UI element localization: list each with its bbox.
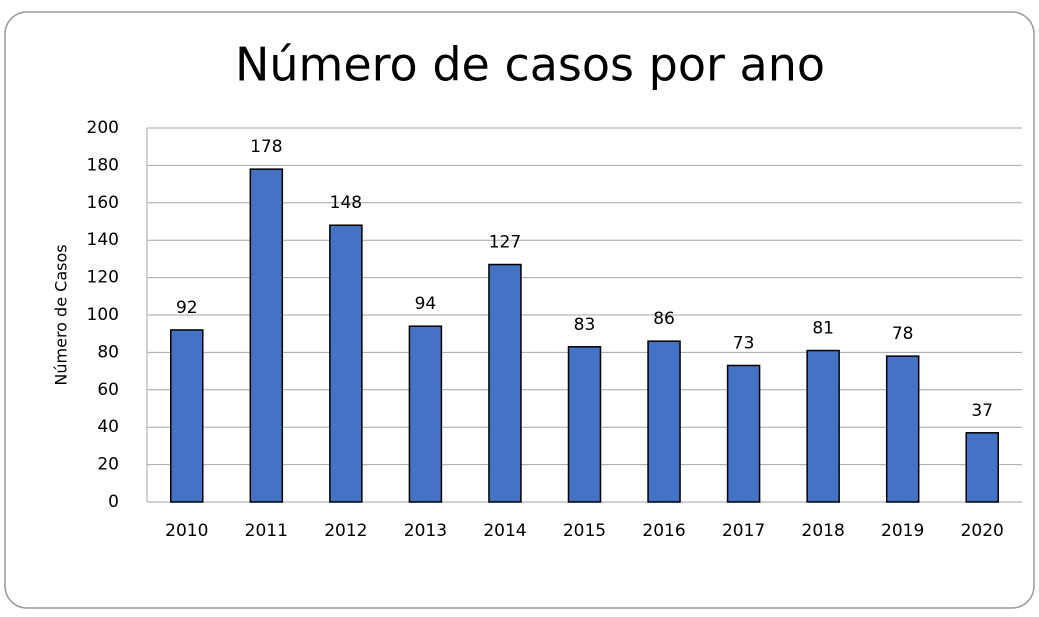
- y-axis-label: Número de Casos: [52, 244, 71, 385]
- bar: [408, 325, 443, 503]
- bar: [329, 224, 363, 503]
- bar: [885, 355, 920, 503]
- data-label: 83: [574, 315, 596, 335]
- bar: [567, 346, 602, 503]
- bar: [647, 340, 681, 503]
- x-tick-label: 2014: [483, 521, 526, 541]
- data-label: 148: [330, 193, 362, 213]
- y-tick-label: 200: [87, 118, 119, 138]
- y-tick-label: 0: [108, 492, 119, 512]
- x-tick-label: 2011: [245, 521, 288, 541]
- y-tick-label: 140: [87, 230, 119, 250]
- y-tick-label: 20: [97, 455, 119, 475]
- x-tick-label: 2016: [642, 521, 685, 541]
- y-tick-label: 40: [97, 417, 119, 437]
- bar: [488, 263, 522, 503]
- x-tick-label: 2018: [802, 521, 845, 541]
- bar: [726, 364, 761, 503]
- y-tick-label: 180: [87, 155, 119, 175]
- y-tick-label: 120: [87, 268, 119, 288]
- y-tick-label: 60: [97, 380, 119, 400]
- data-label: 178: [250, 137, 282, 157]
- x-tick-label: 2015: [563, 521, 606, 541]
- bar: [170, 329, 204, 503]
- x-tick-label: 2013: [404, 521, 447, 541]
- data-label: 94: [415, 294, 437, 314]
- bar: [249, 168, 284, 503]
- x-tick-label: 2019: [881, 521, 924, 541]
- y-tick-label: 80: [97, 342, 119, 362]
- x-tick-label: 2012: [324, 521, 367, 541]
- data-label: 78: [892, 324, 914, 344]
- chart-title: Número de casos por ano: [235, 38, 825, 92]
- data-label: 81: [812, 319, 834, 339]
- data-label: 73: [733, 333, 755, 353]
- y-tick-label: 160: [87, 193, 119, 213]
- bar: [965, 432, 999, 503]
- bar: [806, 349, 840, 503]
- x-tick-label: 2010: [165, 521, 208, 541]
- x-tick-label: 2020: [961, 521, 1004, 541]
- y-tick-label: 100: [87, 305, 119, 325]
- x-tick-label: 2017: [722, 521, 765, 541]
- data-label: 127: [489, 233, 521, 253]
- data-label: 92: [176, 298, 198, 318]
- data-label: 86: [653, 309, 675, 329]
- data-label: 37: [971, 401, 993, 421]
